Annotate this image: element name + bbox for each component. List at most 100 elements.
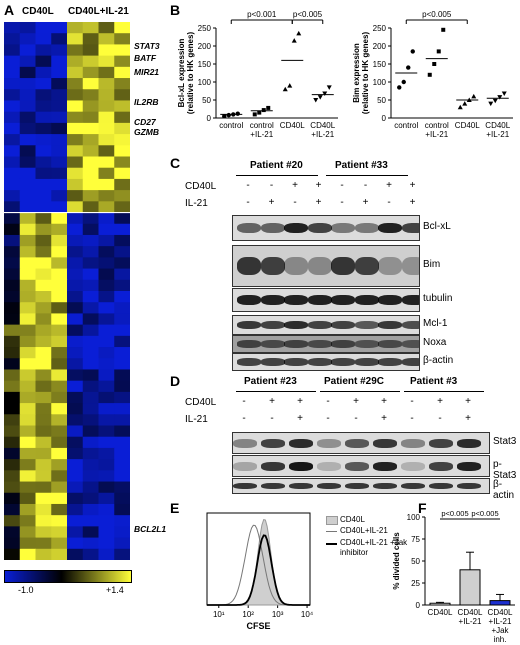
heatmap-cell (114, 425, 130, 438)
data-point (222, 114, 227, 119)
il21-sign: - (340, 197, 344, 208)
blot-band (260, 257, 285, 275)
heatmap-cell (82, 201, 99, 214)
heatmap-cell (51, 122, 68, 135)
x-category-label: control +IL-21 (425, 121, 449, 139)
heatmap-cell (67, 44, 84, 57)
heatmap-cell (67, 55, 84, 68)
y-tick-label: 100 (407, 513, 421, 522)
heatmap-cell (35, 324, 52, 337)
heatmap-cell (82, 111, 99, 124)
heatmap-cell (67, 167, 84, 180)
heatmap-cell (19, 111, 36, 124)
y-axis-label-line2: (relative to HK genes) (186, 32, 195, 115)
legend-swatch-cd40l-il21 (326, 531, 337, 532)
blot-band (317, 461, 341, 471)
heatmap-cell (4, 291, 21, 303)
legend-cd40l: CD40L (340, 515, 365, 524)
x-category-label-line: CD40L (458, 608, 483, 617)
heatmap-color-scale (4, 570, 132, 583)
heatmap-cell (67, 156, 84, 169)
blot-band (331, 320, 355, 330)
heatmap-cell (67, 503, 84, 516)
blot-band (261, 438, 285, 448)
blot-band (233, 482, 257, 490)
heatmap-cell (82, 134, 99, 146)
heatmap-cell (98, 459, 115, 471)
blot-band (317, 438, 341, 448)
heatmap (4, 22, 130, 560)
heatmap-cell (51, 257, 68, 270)
heatmap-cell (51, 302, 68, 314)
patient-29c-label: Patient #29C (324, 376, 385, 387)
heatmap-cell (51, 335, 68, 348)
heatmap-cell (51, 201, 68, 214)
x-category-label-line: +Jak (491, 626, 509, 635)
blot-band (284, 257, 308, 275)
heatmap-cell (4, 268, 21, 281)
heatmap-cell (4, 78, 21, 90)
x-category-label-line: +IL-21 (486, 130, 509, 139)
heatmap-cell (67, 246, 84, 258)
heatmap-cell (35, 89, 52, 101)
blot-band (284, 358, 308, 366)
heatmap-cell (82, 22, 99, 34)
heatmap-cell (67, 548, 84, 560)
cd40l-sign: - (246, 180, 250, 191)
heatmap-cell (98, 347, 115, 359)
x-category-label: CD40L +IL-21 (310, 121, 335, 139)
x-category-label-line: +IL-21 (425, 130, 448, 139)
heatmap-cell (35, 257, 52, 270)
heatmap-cell (114, 436, 130, 449)
heatmap-cell (114, 190, 130, 202)
blot-band (378, 320, 402, 330)
heatmap-cell (4, 459, 21, 471)
heatmap-cell (35, 66, 52, 79)
il21-sign: - (242, 413, 246, 424)
heatmap-cell (114, 257, 130, 270)
x-category-label-line: +IL-21 (311, 130, 334, 139)
heatmap-cell (19, 313, 36, 326)
heatmap-cell (35, 268, 52, 281)
heatmap-cell (19, 447, 36, 460)
heatmap-cell (67, 526, 84, 539)
heatmap-cell (82, 279, 99, 292)
heatmap-cell (67, 380, 84, 393)
cd40l-sign: + (381, 396, 387, 407)
heatmap-cell (19, 33, 36, 45)
d-il21-row-label: IL-21 (185, 414, 208, 425)
data-point (322, 91, 328, 97)
blot-band (260, 320, 285, 330)
il21-sign: + (268, 197, 275, 208)
heatmap-cell (35, 201, 52, 214)
heatmap-cell (19, 492, 36, 505)
heatmap-cell (67, 268, 84, 281)
heatmap-cell (98, 548, 115, 560)
heatmap-cell (98, 145, 115, 157)
blot-band (378, 257, 402, 275)
heatmap-cell (82, 403, 99, 415)
blot-actin (232, 478, 490, 494)
heatmap-cell (67, 234, 84, 247)
heatmap-cell (4, 380, 21, 393)
heatmap-cell (98, 33, 115, 45)
data-point (287, 83, 293, 88)
heatmap-cell (4, 246, 21, 258)
heatmap-cell (82, 481, 99, 494)
heatmap-cell (82, 78, 99, 90)
heatmap-cell (4, 515, 21, 527)
heatmap-cell (51, 447, 68, 460)
heatmap-cell (51, 279, 68, 292)
heatmap-cell (67, 481, 84, 494)
heatmap-cell (98, 44, 115, 57)
heatmap-cell (19, 167, 36, 180)
blot-band (373, 482, 397, 490)
heatmap-cell (98, 369, 115, 382)
heatmap-cell (114, 55, 130, 68)
heatmap-cell (35, 515, 52, 527)
heatmap-cell (114, 212, 130, 225)
heatmap-cell (4, 100, 21, 113)
data-point (235, 111, 240, 116)
heatmap-cell (51, 291, 68, 303)
heatmap-cell (98, 492, 115, 505)
